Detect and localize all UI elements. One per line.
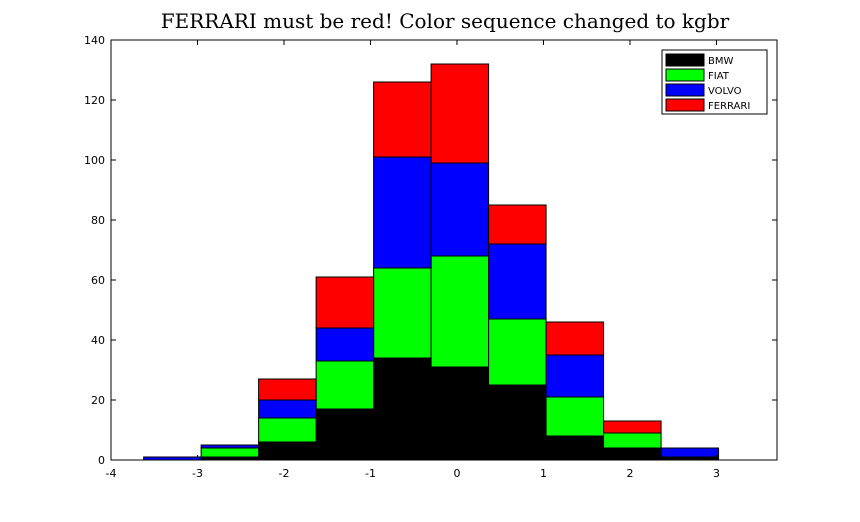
bar-fiat-8: [603, 432, 662, 449]
bar-ferrari-4: [373, 81, 432, 158]
bar-fiat-2: [258, 417, 317, 443]
bar-fiat-5: [430, 255, 490, 368]
legend-swatch-ferrari: [665, 98, 705, 112]
x-tick-label: 0: [453, 467, 460, 480]
bar-ferrari-6: [488, 204, 547, 245]
bar-fiat-1: [200, 447, 260, 458]
bar-ferrari-7: [545, 321, 605, 356]
bar-ferrari-5: [430, 63, 490, 164]
bar-volvo-4: [373, 156, 432, 269]
x-tick-label: -2: [279, 467, 290, 480]
y-tick-label: 20: [91, 394, 105, 407]
bar-ferrari-3: [315, 276, 375, 329]
bar-bmw-7: [545, 435, 605, 461]
bar-volvo-3: [315, 327, 375, 362]
x-tick-label: 2: [626, 467, 633, 480]
bar-volvo-2: [258, 399, 317, 419]
bars-layer: [143, 63, 720, 461]
axis-ticks: -4 -3 -2 -1 0 1 2 3 0 20 40 60 80 100 120 140: [84, 34, 777, 480]
bar-bmw-3: [315, 408, 375, 461]
x-tick-label: -4: [106, 467, 117, 480]
bar-fiat-3: [315, 360, 375, 410]
y-tick-label: 0: [98, 454, 105, 467]
legend-label-ferrari: FERRARI: [708, 101, 750, 112]
y-tick-label: 40: [91, 334, 105, 347]
x-tick-label: -3: [192, 467, 203, 480]
bar-bmw-5: [430, 366, 490, 461]
legend-swatch-volvo: [665, 83, 705, 97]
legend-swatch-fiat: [665, 68, 705, 82]
bar-ferrari-8: [603, 420, 662, 434]
y-tick-label: 60: [91, 274, 105, 287]
bar-volvo-5: [430, 162, 490, 257]
bar-bmw-8: [603, 447, 662, 461]
bar-bmw-4: [373, 357, 432, 461]
chart-title: FERRARI must be red! Color sequence chan…: [161, 9, 730, 33]
bar-volvo-1: [200, 444, 260, 449]
bar-ferrari-2: [258, 378, 317, 401]
legend-label-bmw: BMW: [708, 56, 733, 67]
bar-bmw-2: [258, 441, 317, 461]
y-tick-label: 120: [84, 94, 105, 107]
bar-fiat-4: [373, 267, 432, 359]
bar-fiat-6: [488, 318, 547, 386]
x-tick-label: 1: [540, 467, 547, 480]
bar-volvo-9: [660, 447, 720, 458]
bar-fiat-7: [545, 396, 605, 437]
bar-volvo-6: [488, 243, 547, 320]
y-tick-label: 140: [84, 34, 105, 47]
legend-label-fiat: FIAT: [708, 71, 730, 82]
bar-volvo-7: [545, 354, 605, 398]
x-tick-label: 3: [713, 467, 720, 480]
x-tick-label: -1: [365, 467, 376, 480]
bar-bmw-6: [488, 384, 547, 461]
plot-frame: [110, 39, 778, 461]
y-tick-label: 100: [84, 154, 105, 167]
legend: BMW FIAT VOLVO FERRARI: [661, 49, 768, 115]
legend-label-volvo: VOLVO: [708, 86, 742, 97]
y-tick-label: 80: [91, 214, 105, 227]
legend-swatch-bmw: [665, 53, 705, 67]
